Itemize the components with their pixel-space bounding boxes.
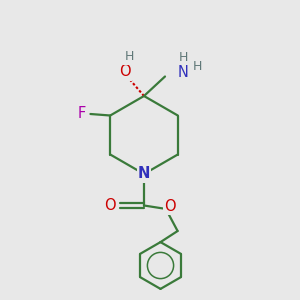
Text: O: O — [165, 199, 176, 214]
Text: N: N — [178, 65, 188, 80]
Text: H: H — [124, 50, 134, 64]
Text: H: H — [193, 60, 202, 74]
Text: H: H — [178, 51, 188, 64]
Text: N: N — [138, 167, 150, 182]
Text: F: F — [77, 106, 86, 122]
Text: O: O — [105, 198, 116, 213]
Text: O: O — [120, 64, 131, 80]
